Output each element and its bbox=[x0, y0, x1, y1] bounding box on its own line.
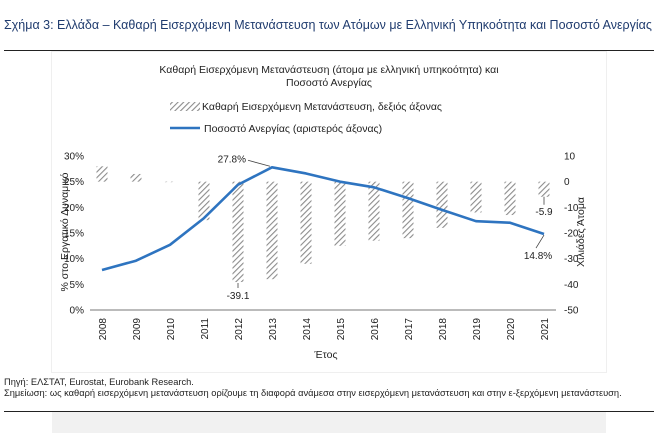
footer-strip bbox=[52, 412, 606, 433]
x-tick-label: 2019 bbox=[472, 318, 483, 341]
annotation-14-8: 14.8% bbox=[524, 251, 552, 262]
bar-2016 bbox=[368, 181, 380, 241]
x-tick-label: 2012 bbox=[234, 318, 245, 341]
y-left-tick-label: 0% bbox=[70, 306, 85, 317]
chart-title-line1: Καθαρή Εισερχόμενη Μετανάστευση (άτομα μ… bbox=[159, 64, 499, 76]
annotations-group: 27.8% -39.1 -5.9 14.8% bbox=[218, 154, 553, 302]
figure-title: Σχήμα 3: Ελλάδα – Καθαρή Εισερχόμενη Μετ… bbox=[4, 18, 652, 32]
y-right-tick-label: 10 bbox=[564, 152, 576, 163]
x-tick-label: 2018 bbox=[438, 318, 449, 341]
axes-group: 0% 5% 10% 15% 20% 25% 30% -50 -40 -30 -20 -10 0 10 200… bbox=[64, 152, 579, 341]
line-series bbox=[101, 165, 545, 272]
x-tick-label: 2017 bbox=[404, 318, 415, 341]
x-tick-label: 2015 bbox=[336, 318, 347, 341]
bar-2010 bbox=[164, 181, 176, 183]
annotation-27-8: 27.8% bbox=[218, 154, 246, 165]
y-right-tick-label: -20 bbox=[564, 229, 579, 240]
annotation-leader-14-8 bbox=[535, 234, 545, 249]
y-right-tick-label: -30 bbox=[564, 254, 579, 265]
chart-svg: Καθαρή Εισερχόμενη Μετανάστευση (άτομα μ… bbox=[59, 64, 587, 361]
annotation-5-9: -5.9 bbox=[535, 207, 553, 218]
bar-2009 bbox=[130, 173, 142, 182]
source-text: Πηγή: ΕΛΣΤΑΤ, Eurostat, Eurobank Researc… bbox=[4, 377, 194, 387]
note-text: Σημείωση: ως καθαρή εισερχόμενη μετανάστ… bbox=[4, 388, 622, 398]
y-right-tick-label: 0 bbox=[564, 177, 570, 188]
x-tick-label: 2009 bbox=[132, 318, 143, 341]
y-axis-left-label: % στο Εργατικό Δυναμικό bbox=[59, 172, 71, 291]
bar-2020 bbox=[504, 181, 516, 216]
bar-2011 bbox=[198, 181, 210, 221]
y-left-tick-label: 5% bbox=[70, 280, 85, 291]
source-note: Πηγή: ΕΛΣΤΑΤ, Eurostat, Eurobank Researc… bbox=[4, 377, 654, 399]
bar-2019 bbox=[470, 181, 482, 213]
unemployment-line bbox=[101, 165, 545, 272]
x-tick-label: 2010 bbox=[166, 318, 177, 341]
top-divider bbox=[4, 50, 654, 51]
y-right-tick-label: -40 bbox=[564, 280, 579, 291]
bar-2021 bbox=[538, 181, 550, 197]
chart-panel: Καθαρή Εισερχόμενη Μετανάστευση (άτομα μ… bbox=[52, 52, 606, 372]
chart-title-line2: Ποσοστό Ανεργίας bbox=[286, 77, 372, 89]
x-tick-label: 2008 bbox=[98, 318, 109, 341]
x-axis-label: Έτος bbox=[313, 349, 337, 361]
bar-series bbox=[96, 166, 550, 283]
x-tick-label: 2016 bbox=[370, 318, 381, 341]
y-left-tick-label: 25% bbox=[64, 177, 84, 188]
annotation-leader-27-8 bbox=[247, 159, 271, 167]
y-left-tick-label: 10% bbox=[64, 254, 84, 265]
bar-2012 bbox=[232, 181, 244, 283]
y-right-tick-label: -10 bbox=[564, 203, 579, 214]
y-left-tick-label: 20% bbox=[64, 203, 84, 214]
y-right-tick-label: -50 bbox=[564, 306, 579, 317]
bottom-divider bbox=[4, 411, 654, 412]
bar-2014 bbox=[300, 181, 312, 264]
legend-bar-swatch bbox=[170, 102, 200, 111]
y-axis-right-label: Χιλιάδες Άτομα bbox=[575, 197, 587, 267]
annotation-39-1: -39.1 bbox=[227, 291, 250, 302]
bar-2017 bbox=[402, 181, 414, 239]
x-tick-label: 2013 bbox=[268, 318, 279, 341]
legend-line-label: Ποσοστό Ανεργίας (αριστερός άξονας) bbox=[204, 123, 382, 135]
x-tick-label: 2014 bbox=[302, 318, 313, 341]
y-left-tick-label: 30% bbox=[64, 152, 84, 163]
x-tick-label: 2020 bbox=[506, 318, 517, 341]
x-tick-label: 2021 bbox=[540, 318, 551, 341]
x-tick-label: 2011 bbox=[200, 318, 211, 340]
bar-2008 bbox=[96, 166, 108, 182]
y-left-tick-label: 15% bbox=[64, 229, 84, 240]
bar-2013 bbox=[266, 181, 278, 280]
legend-bar-label: Καθαρή Εισερχόμενη Μετανάστευση, δεξιός … bbox=[202, 101, 442, 113]
bar-2015 bbox=[334, 181, 346, 246]
bar-2018 bbox=[436, 181, 448, 228]
